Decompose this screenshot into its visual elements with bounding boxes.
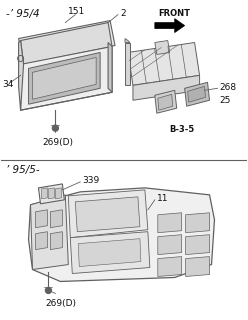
Polygon shape: [188, 86, 206, 102]
Text: 2: 2: [120, 9, 126, 18]
Polygon shape: [186, 213, 210, 233]
Polygon shape: [38, 184, 64, 204]
Polygon shape: [186, 235, 210, 255]
Polygon shape: [125, 38, 130, 43]
Text: 268: 268: [219, 83, 237, 92]
Polygon shape: [35, 232, 47, 250]
Polygon shape: [32, 58, 96, 99]
Polygon shape: [55, 188, 61, 199]
Polygon shape: [19, 20, 115, 63]
Polygon shape: [21, 46, 112, 110]
Circle shape: [45, 287, 51, 293]
Polygon shape: [48, 188, 54, 199]
Text: 339: 339: [82, 176, 99, 185]
Polygon shape: [21, 23, 112, 64]
Polygon shape: [75, 197, 140, 232]
Polygon shape: [50, 210, 62, 228]
Text: -’ 95/4: -’ 95/4: [6, 9, 39, 19]
Polygon shape: [125, 43, 130, 85]
Polygon shape: [50, 232, 62, 250]
Polygon shape: [35, 210, 47, 228]
Polygon shape: [29, 188, 215, 282]
Text: 34: 34: [3, 80, 14, 89]
Polygon shape: [78, 239, 141, 267]
Polygon shape: [185, 82, 210, 106]
Circle shape: [52, 125, 58, 131]
Polygon shape: [186, 257, 210, 276]
Text: FRONT: FRONT: [158, 9, 190, 18]
Polygon shape: [155, 19, 185, 33]
Polygon shape: [158, 235, 182, 255]
Polygon shape: [158, 257, 182, 276]
Polygon shape: [70, 232, 150, 274]
Polygon shape: [41, 188, 47, 199]
Text: 25: 25: [219, 96, 231, 105]
Polygon shape: [155, 41, 170, 54]
Text: 11: 11: [157, 194, 168, 203]
Polygon shape: [158, 213, 182, 233]
Polygon shape: [108, 43, 112, 92]
Text: B-3-5: B-3-5: [170, 125, 195, 134]
Text: 269(D): 269(D): [42, 138, 73, 147]
Polygon shape: [133, 76, 200, 100]
Text: ’ 95/5-: ’ 95/5-: [6, 165, 39, 175]
Text: 151: 151: [68, 7, 86, 16]
Polygon shape: [155, 90, 177, 113]
Polygon shape: [128, 43, 200, 85]
Polygon shape: [68, 190, 148, 238]
Polygon shape: [158, 94, 173, 110]
Polygon shape: [19, 41, 24, 110]
Text: 269(D): 269(D): [45, 300, 76, 308]
Polygon shape: [29, 52, 100, 104]
Polygon shape: [31, 195, 68, 269]
